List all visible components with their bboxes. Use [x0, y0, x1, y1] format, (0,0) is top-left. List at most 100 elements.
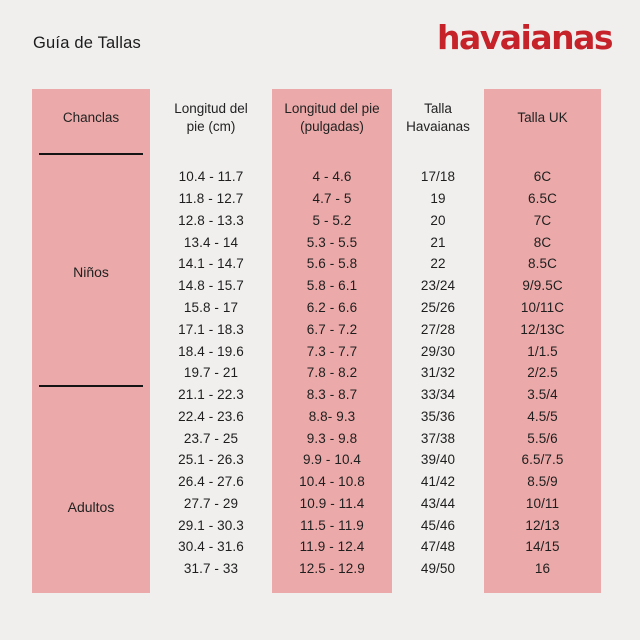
group-label-kids: Niños	[73, 264, 109, 280]
cell-uk-size: 6C	[533, 169, 552, 185]
cell-havaianas-size: 47/48	[420, 539, 456, 555]
cell-havaianas-size: 23/24	[420, 278, 456, 294]
inches-column-background	[272, 89, 392, 593]
table-row: 13.4 - 14 5.3 - 5.5 21 8C	[150, 231, 601, 253]
table-row: 26.4 - 27.6 10.4 - 10.8 41/42 8.5/9	[150, 471, 601, 493]
cell-havaianas-size: 19	[430, 191, 446, 207]
cell-foot-length-inches: 5.8 - 6.1	[306, 278, 358, 294]
table-row: 30.4 - 31.6 11.9 - 12.4 47/48 14/15	[150, 536, 601, 558]
table-row: 31.7 - 33 12.5 - 12.9 49/50 16	[150, 558, 601, 580]
cell-foot-length-inches: 5.3 - 5.5	[306, 234, 358, 250]
cell-havaianas-size: 33/34	[420, 387, 456, 403]
cell-foot-length-inches: 10.4 - 10.8	[299, 474, 365, 490]
cell-uk-size: 14/15	[525, 539, 560, 555]
cell-foot-length-cm: 25.1 - 26.3	[178, 452, 244, 468]
header-foot-length-inches-label: Longitud del pie (pulgadas)	[284, 100, 380, 134]
cell-havaianas-size: 27/28	[420, 321, 456, 337]
cell-foot-length-cm: 22.4 - 23.6	[178, 408, 244, 424]
header-uk-size: Talla UK	[484, 89, 601, 147]
cell-foot-length-cm: 11.8 - 12.7	[178, 191, 244, 207]
cell-uk-size: 12/13C	[520, 321, 565, 337]
cell-foot-length-inches: 8.3 - 8.7	[306, 387, 358, 403]
cell-havaianas-size: 37/38	[420, 430, 456, 446]
table-row: 25.1 - 26.3 9.9 - 10.4 39/40 6.5/7.5	[150, 449, 601, 471]
cell-foot-length-inches: 4.7 - 5	[312, 191, 352, 207]
cell-havaianas-size: 25/26	[420, 299, 456, 315]
cell-uk-size: 4.5/5	[527, 408, 558, 424]
cell-havaianas-size: 35/36	[420, 408, 456, 424]
header-havaianas-size: Talla Havaianas	[392, 89, 484, 147]
table-rows: 10.4 - 11.7 4 - 4.6 17/18 6C 11.8 - 12.7…	[150, 166, 601, 580]
cell-havaianas-size: 17/18	[420, 169, 456, 185]
table-row: 11.8 - 12.7 4.7 - 5 19 6.5C	[150, 188, 601, 210]
cell-foot-length-inches: 7.8 - 8.2	[306, 365, 358, 381]
cell-foot-length-cm: 14.8 - 15.7	[178, 278, 244, 294]
cell-uk-size: 6.5C	[528, 191, 557, 207]
cell-havaianas-size: 43/44	[420, 495, 456, 511]
table-row: 22.4 - 23.6 8.8- 9.3 35/36 4.5/5	[150, 405, 601, 427]
cell-foot-length-cm: 19.7 - 21	[183, 365, 239, 381]
cell-havaianas-size: 39/40	[420, 452, 456, 468]
cell-havaianas-size: 31/32	[420, 365, 456, 381]
cell-uk-size: 8C	[533, 234, 552, 250]
cell-foot-length-inches: 7.3 - 7.7	[306, 343, 358, 359]
header-foot-length-cm-label: Longitud del pie (cm)	[174, 100, 248, 134]
cell-foot-length-cm: 23.7 - 25	[183, 430, 239, 446]
cell-uk-size: 2/2.5	[527, 365, 558, 381]
cell-foot-length-cm: 26.4 - 27.6	[178, 474, 244, 490]
cell-foot-length-cm: 29.1 - 30.3	[178, 517, 244, 533]
cell-foot-length-cm: 21.1 - 22.3	[178, 387, 244, 403]
cell-foot-length-inches: 5 - 5.2	[312, 212, 352, 228]
cell-foot-length-cm: 14.1 - 14.7	[178, 256, 244, 272]
table-row: 23.7 - 25 9.3 - 9.8 37/38 5.5/6	[150, 427, 601, 449]
table-row: 10.4 - 11.7 4 - 4.6 17/18 6C	[150, 166, 601, 188]
cell-havaianas-size: 49/50	[420, 561, 456, 577]
cell-uk-size: 9/9.5C	[522, 278, 563, 294]
header-product-label: Chanclas	[62, 109, 120, 125]
table-row: 29.1 - 30.3 11.5 - 11.9 45/46 12/13	[150, 514, 601, 536]
cell-havaianas-size: 41/42	[420, 474, 456, 490]
cell-havaianas-size: 45/46	[420, 517, 456, 533]
page-title: Guía de Tallas	[33, 34, 141, 52]
divider-kids-adults	[39, 385, 143, 387]
table-row: 18.4 - 19.6 7.3 - 7.7 29/30 1/1.5	[150, 340, 601, 362]
cell-foot-length-inches: 9.9 - 10.4	[302, 452, 362, 468]
cell-uk-size: 10/11	[525, 495, 560, 511]
table-row: 14.8 - 15.7 5.8 - 6.1 23/24 9/9.5C	[150, 275, 601, 297]
cell-havaianas-size: 20	[430, 212, 446, 228]
cell-uk-size: 6.5/7.5	[521, 452, 564, 468]
header-foot-length-inches: Longitud del pie (pulgadas)	[272, 89, 392, 147]
cell-foot-length-inches: 9.3 - 9.8	[306, 430, 358, 446]
table-row: 19.7 - 21 7.8 - 8.2 31/32 2/2.5	[150, 362, 601, 384]
header-uk-size-label: Talla UK	[517, 109, 568, 125]
cell-foot-length-inches: 6.2 - 6.6	[306, 299, 358, 315]
cell-foot-length-inches: 5.6 - 5.8	[306, 256, 358, 272]
header-foot-length-cm: Longitud del pie (cm)	[150, 89, 272, 147]
cell-foot-length-cm: 13.4 - 14	[183, 234, 239, 250]
table-row: 17.1 - 18.3 6.7 - 7.2 27/28 12/13C	[150, 318, 601, 340]
cell-foot-length-inches: 11.9 - 12.4	[299, 539, 365, 555]
cell-havaianas-size: 21	[430, 234, 446, 250]
cell-uk-size: 7C	[533, 212, 552, 228]
cell-uk-size: 16	[534, 561, 551, 577]
cell-uk-size: 1/1.5	[527, 343, 558, 359]
cell-foot-length-cm: 10.4 - 11.7	[178, 169, 244, 185]
cell-foot-length-inches: 12.5 - 12.9	[299, 561, 365, 577]
cell-foot-length-cm: 15.8 - 17	[183, 299, 239, 315]
uk-column-background	[484, 89, 601, 593]
cell-havaianas-size: 29/30	[420, 343, 456, 359]
cell-foot-length-cm: 17.1 - 18.3	[178, 321, 244, 337]
cell-foot-length-inches: 10.9 - 11.4	[299, 495, 365, 511]
cell-uk-size: 8.5/9	[527, 474, 558, 490]
product-column-background	[32, 89, 150, 593]
cell-foot-length-inches: 6.7 - 7.2	[306, 321, 358, 337]
cell-foot-length-cm: 31.7 - 33	[183, 561, 239, 577]
cell-uk-size: 8.5C	[528, 256, 557, 272]
cell-uk-size: 12/13	[525, 517, 560, 533]
cell-havaianas-size: 22	[430, 256, 446, 272]
cell-uk-size: 5.5/6	[527, 430, 558, 446]
table-row: 15.8 - 17 6.2 - 6.6 25/26 10/11C	[150, 297, 601, 319]
cell-uk-size: 10/11C	[520, 299, 565, 315]
table-row: 14.1 - 14.7 5.6 - 5.8 22 8.5C	[150, 253, 601, 275]
havaianas-logo: havaianas	[436, 18, 614, 57]
